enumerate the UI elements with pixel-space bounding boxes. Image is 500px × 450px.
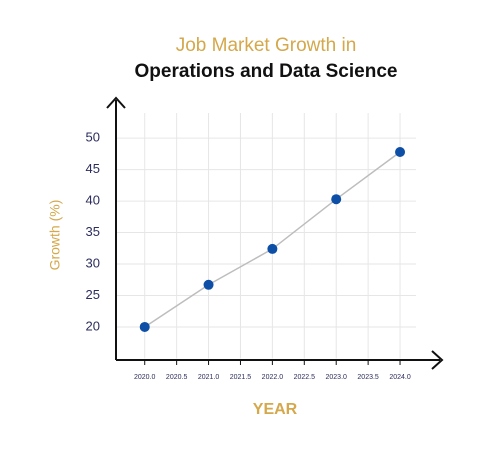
y-tick-label: 30 <box>86 255 100 270</box>
x-tick-label: 2021.0 <box>198 374 220 381</box>
y-tick-label: 20 <box>86 318 100 333</box>
grid <box>116 113 416 359</box>
x-tick-label: 2024.0 <box>389 374 411 381</box>
y-tick-label: 25 <box>86 287 100 302</box>
x-tick-label: 2021.5 <box>230 374 252 381</box>
data-point <box>203 279 214 290</box>
x-axis-label: YEAR <box>253 401 298 418</box>
chart-title: Job Market Growth in <box>176 35 357 56</box>
x-tick-label: 2023.5 <box>357 374 379 381</box>
data-point <box>395 147 406 158</box>
x-tick-label: 2022.5 <box>294 374 316 381</box>
data-point <box>139 321 150 332</box>
y-tick-label: 50 <box>86 130 100 145</box>
x-tick-label: 2020.0 <box>134 374 156 381</box>
x-axis-arrow <box>431 350 444 370</box>
y-axis-arrow <box>106 96 126 109</box>
y-tick-label: 45 <box>86 161 100 176</box>
chart-subtitle: Operations and Data Science <box>135 61 398 82</box>
x-tick-label: 2022.0 <box>262 374 284 381</box>
data-point <box>267 243 278 254</box>
x-tick-label: 2023.0 <box>326 374 348 381</box>
y-axis-label: Growth (%) <box>47 200 63 271</box>
data-point <box>331 194 342 205</box>
y-tick-label: 40 <box>86 193 100 208</box>
x-tick-label: 2020.5 <box>166 374 188 381</box>
y-tick-label: 35 <box>86 224 100 239</box>
